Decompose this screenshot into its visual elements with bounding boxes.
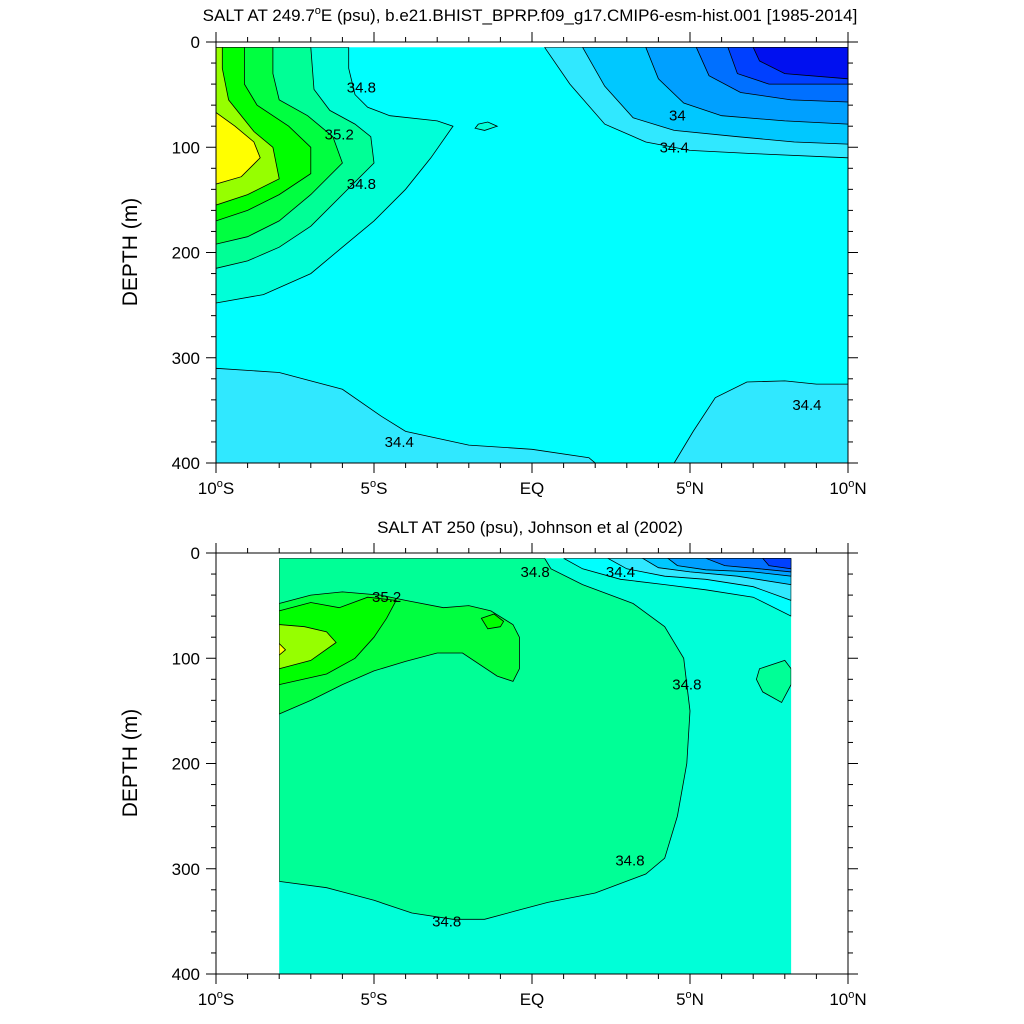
y-axis-label: DEPTH (m) bbox=[119, 198, 142, 307]
contour-label: 35.2 bbox=[372, 589, 401, 606]
x-tick-label: 5oN bbox=[676, 478, 704, 498]
contour-fills bbox=[216, 47, 848, 463]
contour-label: 34.8 bbox=[347, 79, 376, 96]
y-tick-label: 200 bbox=[172, 244, 200, 263]
contour-label: 34.4 bbox=[660, 139, 689, 156]
contour-region-34-4 bbox=[216, 367, 596, 463]
y-tick-label: 100 bbox=[172, 138, 200, 157]
contour-region-34-8 bbox=[755, 659, 792, 704]
contour-label: 35.2 bbox=[325, 127, 354, 144]
x-tick-label: 10oS bbox=[198, 989, 234, 1009]
y-tick-label: 0 bbox=[191, 33, 200, 52]
y-tick-label: 200 bbox=[172, 755, 200, 774]
y-tick-label: 100 bbox=[172, 649, 200, 668]
panel-observations: 10oS 5oS EQ 5oN 10oN 0 100 200 300 400 DEPTH (m) SA… bbox=[119, 518, 867, 1009]
y-tick-label: 300 bbox=[172, 349, 200, 368]
contour-label: 34.4 bbox=[385, 434, 414, 451]
x-tick-label: 5oS bbox=[361, 478, 388, 498]
contour-region-35-4 bbox=[480, 613, 505, 630]
chart-title: SALT AT 250 (psu), Johnson et al (2002) bbox=[377, 518, 683, 537]
y-tick-label: 400 bbox=[172, 454, 200, 473]
contour-label: 34.8 bbox=[432, 913, 461, 930]
y-tick-label: 400 bbox=[172, 965, 200, 984]
contour-region-35-6 bbox=[279, 624, 337, 670]
contour-region-34-8 bbox=[474, 121, 499, 131]
contour-region--34 bbox=[752, 47, 848, 80]
contour-region-34-4 bbox=[673, 380, 848, 463]
contour-region-35-4 bbox=[279, 596, 397, 686]
contour-region-35-8 bbox=[279, 642, 287, 656]
x-tick-label: EQ bbox=[520, 479, 545, 498]
chart-title: SALT AT 249.7oE (psu), b.e21.BHIST_BPRP.… bbox=[203, 5, 858, 25]
contour-label: 34 bbox=[669, 108, 686, 125]
contour-region-34-0 bbox=[762, 558, 792, 570]
contour-label: 34.8 bbox=[615, 852, 644, 869]
y-tick-label: 0 bbox=[191, 544, 200, 563]
x-tick-label: 10oS bbox=[198, 478, 234, 498]
x-tick-label: EQ bbox=[520, 990, 545, 1009]
contour-label: 34.4 bbox=[606, 564, 635, 581]
x-tick-label: 5oS bbox=[361, 989, 388, 1009]
contour-fills bbox=[279, 558, 792, 920]
x-tick-label: 5oN bbox=[676, 989, 704, 1009]
contour-region-35-8 bbox=[216, 112, 261, 185]
x-tick-label: 10oN bbox=[829, 989, 866, 1009]
panel-model: 10oS 5oS EQ 5oN 10oN 0 100 200 300 400 DEPTH (m) SA… bbox=[119, 5, 867, 498]
contour-label: 34.8 bbox=[347, 176, 376, 193]
y-tick-label: 300 bbox=[172, 860, 200, 879]
contour-label: 34.4 bbox=[792, 397, 821, 414]
x-tick-label: 10oN bbox=[829, 478, 866, 498]
contour-label: 34.8 bbox=[521, 564, 550, 581]
contour-label: 34.8 bbox=[672, 677, 701, 694]
y-axis-label: DEPTH (m) bbox=[119, 709, 142, 818]
